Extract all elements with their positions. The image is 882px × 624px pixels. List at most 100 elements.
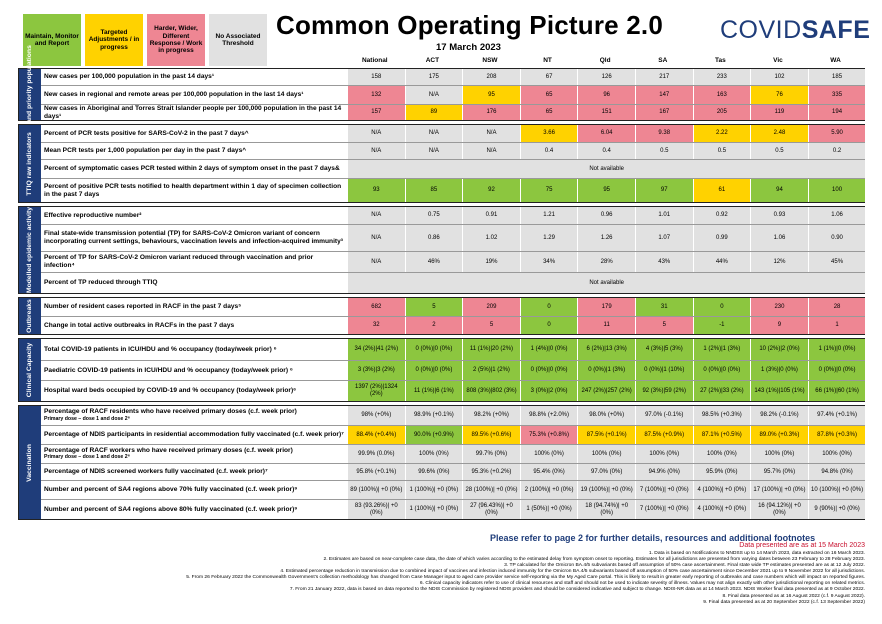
table-cell: 179	[577, 298, 635, 316]
table-row: Percent of PCR tests positive for SARS-C…	[41, 125, 866, 142]
section: Outbreaks Number of resident cases report…	[18, 297, 866, 335]
table-cell: 10 (100%)| +0 (0%)	[807, 481, 866, 499]
table-cell: 9	[750, 317, 808, 334]
table-cell: 0	[692, 298, 751, 316]
indicator-label: Total COVID-19 patients in ICU/HDU and %…	[44, 345, 277, 353]
table-cell: N/A	[404, 86, 463, 104]
table-cell: 176	[462, 105, 520, 120]
table-cell: 163	[692, 86, 751, 104]
table-cell: 1 (4%)|0 (0%)	[519, 339, 578, 360]
table-cell: 34%	[519, 252, 578, 272]
section-label: Modelled epidemic activity	[19, 207, 41, 293]
column-header: NT	[543, 57, 552, 64]
table-cell: 1.01	[634, 207, 693, 224]
table-cell: 0.4	[577, 143, 635, 159]
table-cell: 682	[347, 298, 405, 316]
table-cell: 1 (100%)| +0 (0%)	[404, 500, 463, 519]
table-cell: 1	[807, 317, 866, 334]
table-cell: 151	[577, 105, 635, 120]
table-cell: 98% (+0%)	[347, 406, 405, 425]
table-cell: 1.06	[750, 225, 808, 251]
table-row: Hospital ward beds occupied by COVID-19 …	[41, 380, 866, 401]
table-cell: 0.4	[519, 143, 578, 159]
table-cell: 0.5	[750, 143, 808, 159]
footnote: 4. Estimated percentage reduction in tra…	[280, 569, 865, 575]
table-cell: 0 (0%)|0 (0%)	[404, 361, 463, 380]
table-cell: 1 (100%)| +0 (0%)	[404, 481, 463, 499]
table-cell: 5.90	[807, 125, 866, 142]
indicator-label: Percent of symptomatic cases PCR tested …	[44, 165, 340, 173]
table-cell: 1 (2%)|1 (3%)	[692, 339, 751, 360]
table-cell: 0.96	[577, 207, 635, 224]
table-cell: N/A	[404, 143, 463, 159]
table-cell: 43%	[634, 252, 693, 272]
table-cell: 0 (0%)|1 (10%)	[634, 361, 693, 380]
table-cell: 3.66	[519, 125, 578, 142]
footnote: 6. Clinical capacity indicators refer to…	[419, 581, 865, 587]
footnote: 5. From 26 February 2022 the Commonwealt…	[186, 575, 865, 581]
table-cell: 11 (1%)|20 (2%)	[462, 339, 520, 360]
table-cell: 87.5% (+0.9%)	[634, 426, 693, 444]
table-cell: 19 (100%)| +0 (0%)	[577, 481, 635, 499]
indicator-label: New cases in regional and remote areas p…	[44, 91, 304, 99]
table-cell: 75.3% (+0.8%)	[519, 426, 578, 444]
footnote-link[interactable]: Please refer to page 2 for further detai…	[490, 533, 816, 543]
table-cell: 65	[519, 105, 578, 120]
section: Modelled epidemic activity Effective repr…	[18, 206, 866, 294]
table-cell: 28 (100%)| +0 (0%)	[462, 481, 520, 499]
table-cell: 5	[462, 317, 520, 334]
table-cell: 89.5% (+0.6%)	[462, 426, 520, 444]
table-cell: 132	[347, 86, 405, 104]
table-cell: 1.21	[519, 207, 578, 224]
table-cell: N/A	[347, 143, 405, 159]
table-cell: 76	[750, 86, 808, 104]
not-available-cell: Not available	[347, 273, 866, 293]
section-label: Cases and priority populations	[19, 45, 41, 144]
table-cell: 7 (100%)| +0 (0%)	[634, 500, 693, 519]
table-cell: 0 (0%)|0 (0%)	[692, 361, 751, 380]
table-cell: N/A	[347, 207, 405, 224]
threshold-legend: Maintain, Monitor and Report Targeted Ad…	[23, 14, 267, 66]
table-cell: 94.9% (0%)	[634, 464, 693, 480]
table-row: Percent of symptomatic cases PCR tested …	[41, 159, 866, 178]
indicator-label: Percent of positive PCR tests notified t…	[44, 182, 342, 198]
table-cell: 98.9% (+0.1%)	[404, 406, 463, 425]
table-row: Percent of TP for SARS-CoV-2 Omicron var…	[41, 251, 866, 272]
footnote: 7. From 21 January 2022, data is based o…	[289, 587, 865, 593]
table-cell: 17 (100%)| +0 (0%)	[750, 481, 808, 499]
table-cell: 98.0% (+0%)	[577, 406, 635, 425]
table-cell: 34 (2%)|41 (2%)	[347, 339, 405, 360]
table-cell: 18 (94.74%)| +0 (0%)	[577, 500, 635, 519]
table-cell: 99.9% (0.0%)	[347, 445, 405, 463]
table-cell: 92	[462, 179, 520, 202]
indicator-label: Change in total active outbreaks in RACF…	[44, 321, 235, 329]
table-row: Percentage of NDIS screened workers full…	[41, 463, 866, 480]
table-cell: 65	[519, 86, 578, 104]
table-row: Percent of positive PCR tests notified t…	[41, 178, 866, 202]
table-cell: 0	[519, 298, 578, 316]
footnote: 8. Final data presented as at 16 August …	[722, 593, 865, 599]
table-cell: 0.92	[692, 207, 751, 224]
table-cell: N/A	[347, 225, 405, 251]
table-cell: 1 (50%)| +0 (0%)	[519, 500, 578, 519]
section-label: Outbreaks	[19, 298, 41, 334]
table-cell: 208	[462, 69, 520, 85]
table-cell: 95.7% (0%)	[750, 464, 808, 480]
table-cell: 100% (0%)	[519, 445, 578, 463]
not-available-cell: Not available	[347, 160, 866, 178]
table-cell: 217	[634, 69, 693, 85]
table-cell: 31	[634, 298, 693, 316]
table-cell: 335	[807, 86, 866, 104]
table-cell: 83 (93.26%)| +0 (0%)	[347, 500, 405, 519]
table-row: New cases in Aboriginal and Torres Strai…	[41, 104, 866, 120]
table-row: Effective reproductive number² N/A 0.75 0.9…	[41, 207, 866, 224]
table-cell: 0.90	[807, 225, 866, 251]
table-row: Final state-wide transmission potential …	[41, 224, 866, 251]
table-cell: 157	[347, 105, 405, 120]
table-row: Change in total active outbreaks in RACF…	[41, 316, 866, 334]
page-title: Common Operating Picture 2.0	[276, 10, 664, 40]
table-cell: N/A	[347, 252, 405, 272]
table-cell: 98.2% (-0.1%)	[750, 406, 808, 425]
table-cell: 100% (0%)	[692, 445, 751, 463]
table-cell: 0.75	[404, 207, 463, 224]
